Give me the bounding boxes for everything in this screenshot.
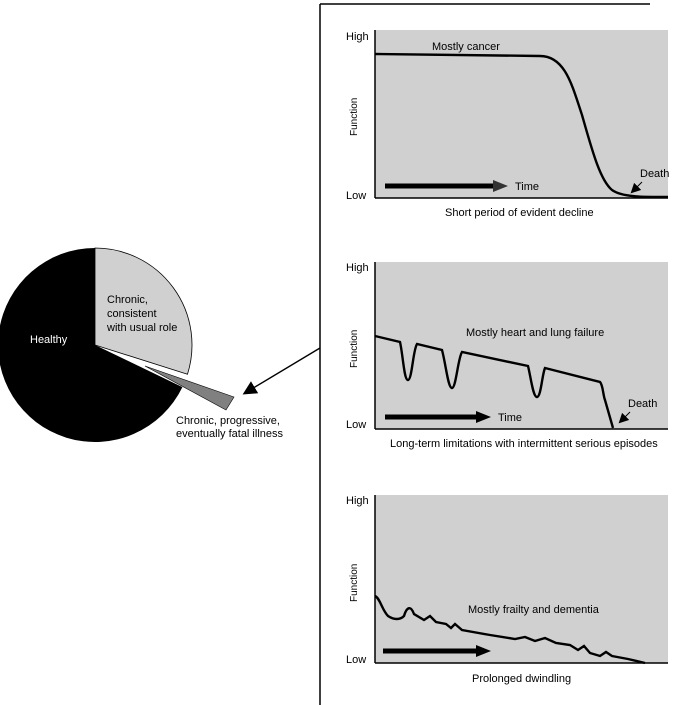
pie-slice-chronic-usual-role: [94, 247, 193, 375]
panel-caption: Long-term limitations with intermittent …: [390, 438, 658, 450]
panel-organ-failure: High Low Function Mostly heart and lung …: [346, 262, 668, 450]
pie-label-chronic-2: consistent: [107, 308, 157, 320]
pie-label-fatal-2: eventually fatal illness: [176, 428, 284, 440]
y-high-label: High: [346, 31, 369, 43]
y-axis-label: Function: [349, 98, 360, 136]
panel-title: Mostly heart and lung failure: [466, 327, 604, 339]
trajectory-line: [374, 334, 615, 429]
y-high-label: High: [346, 495, 369, 507]
panel-background: [375, 30, 668, 198]
time-arrow-head: [476, 645, 491, 657]
y-low-label: Low: [346, 654, 366, 666]
panel-frailty: High Low Function Mostly frailty and dem…: [346, 495, 668, 685]
panel-background: [375, 495, 668, 663]
death-pointer: [630, 181, 643, 194]
panel-caption: Short period of evident decline: [445, 207, 594, 219]
pie-slice-healthy: [0, 248, 183, 442]
time-arrow-head: [493, 180, 508, 192]
y-low-label: Low: [346, 419, 366, 431]
death-label: Death: [628, 398, 657, 410]
panel-cancer: High Low Function Mostly cancer Time Dea…: [346, 30, 669, 219]
panel-title: Mostly frailty and dementia: [468, 604, 600, 616]
pie-label-fatal-1: Chronic, progressive,: [176, 415, 280, 427]
pie-chart: Healthy Chronic, consistent with usual r…: [0, 247, 284, 442]
time-label: Time: [515, 181, 539, 193]
time-arrow-head: [476, 411, 491, 423]
pie-label-chronic-3: with usual role: [106, 322, 177, 334]
y-axis-label: Function: [349, 564, 360, 602]
death-label: Death: [640, 168, 669, 180]
pie-label-healthy: Healthy: [30, 334, 68, 346]
time-label: Time: [498, 412, 522, 424]
y-low-label: Low: [346, 190, 366, 202]
y-high-label: High: [346, 262, 369, 274]
pie-slice-chronic-fatal: [144, 365, 235, 411]
death-pointer: [618, 411, 631, 424]
trajectory-line: [374, 594, 646, 665]
panel-title: Mostly cancer: [432, 41, 500, 53]
trajectory-line: [374, 52, 669, 199]
connector-arrow: [242, 347, 321, 395]
y-axis-label: Function: [349, 330, 360, 368]
panel-caption: Prolonged dwindling: [472, 673, 571, 685]
pie-label-chronic-1: Chronic,: [107, 294, 148, 306]
